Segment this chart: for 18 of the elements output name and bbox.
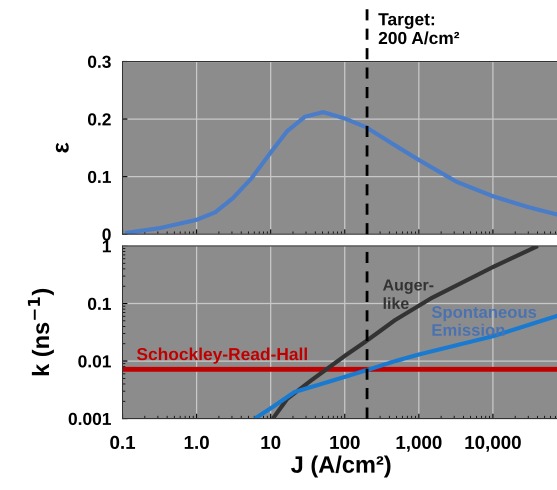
y-axis-title: k (ns$^{−1}$) <box>28 288 54 376</box>
x-tick-label: 100 <box>330 436 360 450</box>
x-axis-title: J (A/cm²) <box>291 456 390 478</box>
y-tick-label: 0.1 <box>88 170 111 184</box>
y-tick-label: 0.1 <box>88 298 111 310</box>
x-tick-label: 10,000 <box>465 436 521 452</box>
x-tick-label: 10 <box>261 436 280 450</box>
y-tick-label: 0.2 <box>88 113 111 126</box>
x-tick-label: 1.0 <box>184 436 209 450</box>
y-tick-label: 0.01 <box>78 355 111 368</box>
y-tick-label: 1 <box>102 240 111 252</box>
x-tick-label: 1,000 <box>396 436 442 452</box>
y-axis-title: ε <box>56 142 69 153</box>
y-tick-label: 0.3 <box>88 56 111 68</box>
y-tick-label: 0 <box>102 228 111 241</box>
ref-line-label: Target: 200 A/cm² <box>378 13 460 44</box>
y-tick-label: 0.001 <box>68 412 111 426</box>
series-label: Schockley-Read-Hall <box>136 348 307 364</box>
